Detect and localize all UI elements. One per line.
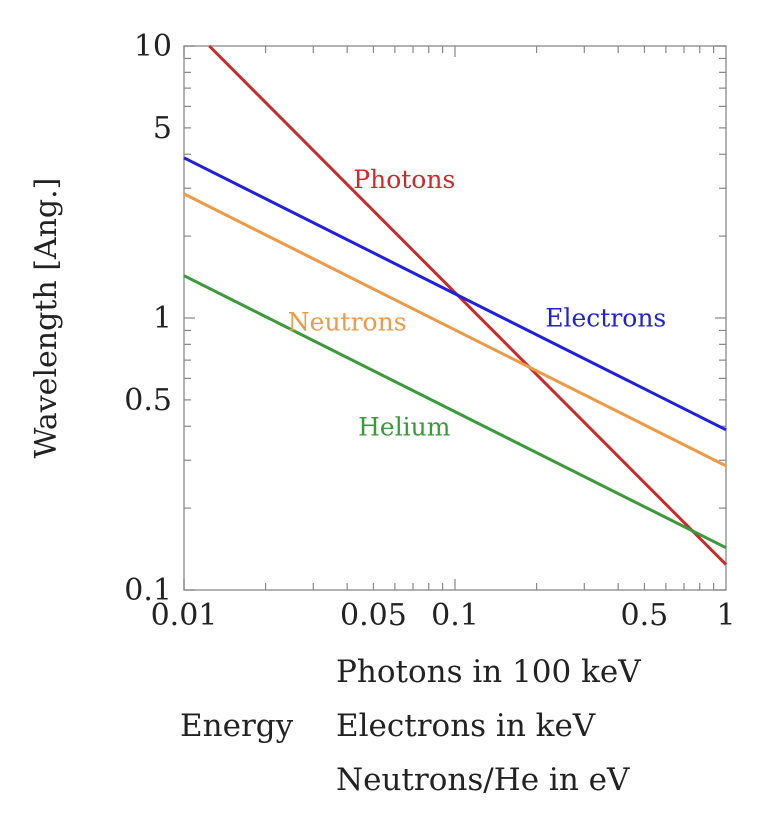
y-tick-label: 5 — [153, 111, 172, 146]
units-neutrons-helium: Neutrons/He in eV — [336, 762, 630, 798]
tick-labels: 0.01 0.05 0.1 0.5 1 0.1 0.5 1 5 10 — [124, 29, 735, 633]
y-axis-title: Wavelength [Ang.] — [29, 178, 64, 459]
series-label-electrons: Electrons — [545, 304, 666, 333]
series-label-helium: Helium — [358, 412, 451, 441]
x-tick-label: 0.5 — [621, 598, 669, 633]
units-photons: Photons in 100 keV — [336, 654, 641, 690]
x-tick-label: 0.1 — [431, 598, 479, 633]
energy-label: Energy — [180, 708, 294, 744]
series-label-neutrons: Neutrons — [288, 307, 407, 336]
series-lines — [183, 44, 728, 566]
y-tick-label: 1 — [153, 301, 172, 336]
y-tick-label: 10 — [134, 29, 172, 64]
series-line-helium — [183, 274, 727, 550]
series-line-neutrons — [183, 192, 727, 468]
series-label-photons: Photons — [353, 165, 455, 194]
axis-ticks — [183, 45, 726, 591]
x-tick-label: 1 — [716, 598, 735, 633]
y-tick-label: 0.1 — [124, 573, 172, 608]
x-tick-label: 0.05 — [340, 598, 407, 633]
series-labels: Photons Electrons Neutrons Helium — [288, 165, 666, 441]
series-line-electrons — [183, 156, 727, 432]
series-line-photons — [208, 44, 728, 566]
units-electrons: Electrons in keV — [336, 708, 596, 744]
x-tick-label: 0.01 — [151, 598, 218, 633]
y-tick-label: 0.5 — [124, 383, 172, 418]
